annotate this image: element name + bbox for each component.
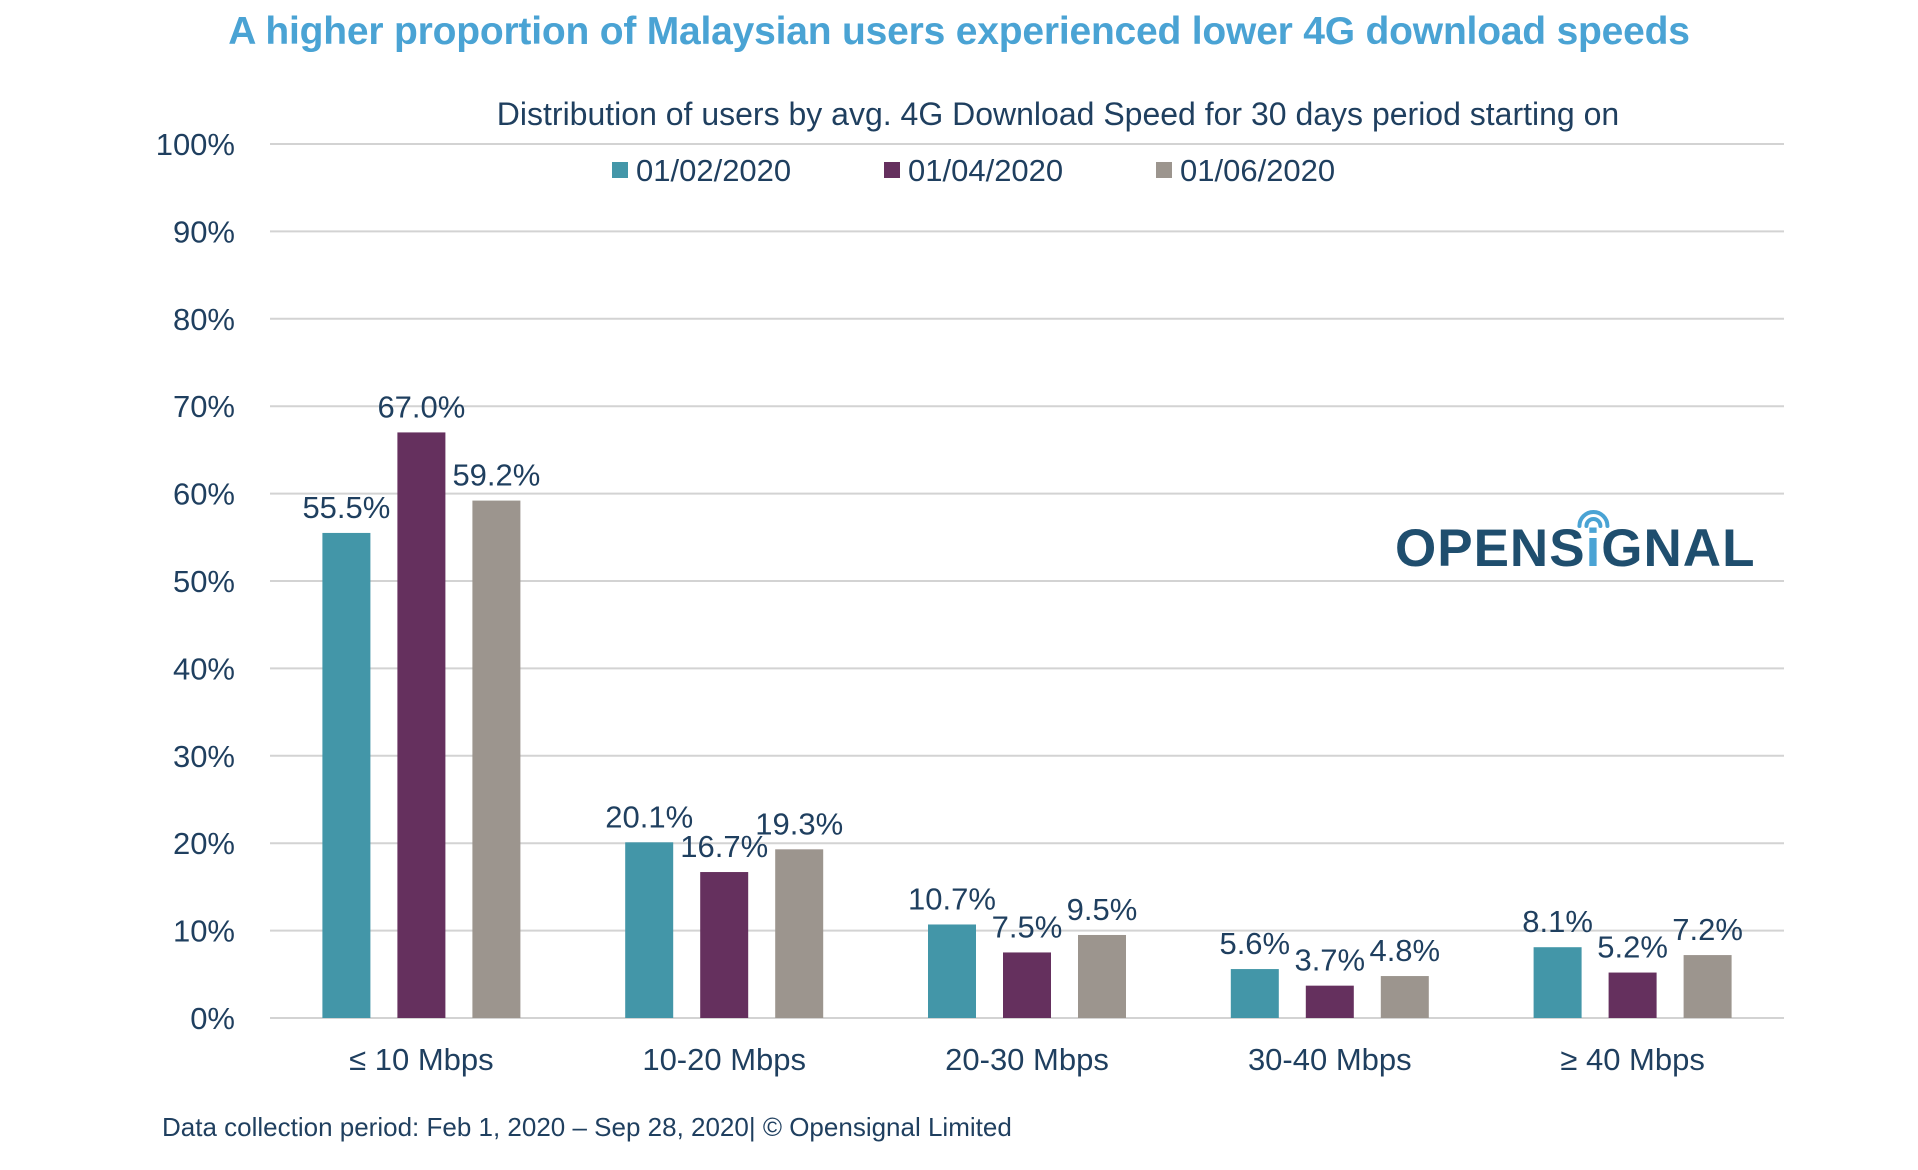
legend-swatch xyxy=(612,162,628,178)
y-tick-label: 10% xyxy=(173,914,235,949)
y-tick-label: 60% xyxy=(173,477,235,512)
data-label: 3.7% xyxy=(1294,943,1365,978)
gridlines xyxy=(270,143,1784,1019)
data-label: 5.2% xyxy=(1597,930,1668,965)
bar xyxy=(625,842,674,1018)
data-label: 7.2% xyxy=(1672,912,1743,947)
data-label: 7.5% xyxy=(992,909,1063,944)
bar xyxy=(1380,976,1429,1018)
y-tick-label: 0% xyxy=(190,1001,235,1036)
opensignal-logo: OPENSiGNAL xyxy=(1395,500,1775,580)
bar xyxy=(1230,969,1279,1018)
y-axis: 0% 10% 20% 30% 40% 50% 60% 70% 80% 90% 100% xyxy=(156,127,235,1036)
signal-arc-inner xyxy=(1584,517,1603,528)
y-tick-label: 100% xyxy=(156,127,235,162)
x-axis: ≤ 10 Mbps 10-20 Mbps 20-30 Mbps 30-40 Mbps ≥… xyxy=(349,1042,1705,1077)
y-tick-label: 20% xyxy=(173,826,235,861)
logo-text-end: GNAL xyxy=(1601,519,1755,578)
data-label: 4.8% xyxy=(1369,933,1440,968)
bar xyxy=(1533,947,1582,1018)
x-tick-label: 30-40 Mbps xyxy=(1248,1042,1412,1077)
x-tick-label: ≥ 40 Mbps xyxy=(1560,1042,1705,1077)
y-tick-label: 50% xyxy=(173,564,235,599)
legend-label: 01/04/2020 xyxy=(908,153,1063,188)
bar xyxy=(472,500,521,1018)
x-tick-label: 20-30 Mbps xyxy=(945,1042,1109,1077)
signal-arc-outer xyxy=(1577,510,1610,528)
y-tick-label: 90% xyxy=(173,214,235,249)
data-label: 19.3% xyxy=(755,806,843,841)
legend-swatch xyxy=(884,162,900,178)
bar xyxy=(1078,934,1126,1018)
bar xyxy=(1305,985,1354,1018)
data-label: 59.2% xyxy=(452,458,540,493)
legend-swatch xyxy=(1156,162,1172,178)
y-tick-label: 40% xyxy=(173,651,235,686)
data-label: 67.0% xyxy=(377,389,465,424)
bar xyxy=(1003,952,1051,1018)
y-tick-label: 80% xyxy=(173,302,235,337)
legend-label: 01/02/2020 xyxy=(636,153,791,188)
bar xyxy=(775,849,824,1018)
logo-i: i xyxy=(1586,519,1602,578)
data-label: 5.6% xyxy=(1219,926,1290,961)
x-tick-label: 10-20 Mbps xyxy=(642,1042,806,1077)
bar xyxy=(397,432,446,1018)
data-label: 20.1% xyxy=(605,799,693,834)
data-label: 16.7% xyxy=(680,829,768,864)
data-label: 8.1% xyxy=(1522,904,1593,939)
x-tick-label: ≤ 10 Mbps xyxy=(349,1042,494,1077)
page-title: A higher proportion of Malaysian users e… xyxy=(228,10,1690,53)
y-tick-label: 30% xyxy=(173,739,235,774)
bar xyxy=(1608,972,1657,1018)
data-label: 9.5% xyxy=(1067,892,1138,927)
legend-label: 01/06/2020 xyxy=(1180,153,1335,188)
bar xyxy=(1683,955,1732,1018)
legend: 01/02/2020 01/04/2020 01/06/2020 xyxy=(612,153,1335,188)
bar xyxy=(700,872,749,1018)
bar xyxy=(322,532,371,1018)
footer-note: Data collection period: Feb 1, 2020 – Se… xyxy=(162,1112,1012,1142)
y-tick-label: 70% xyxy=(173,389,235,424)
logo-text: OPENS xyxy=(1395,519,1586,578)
bars: 55.5% 67.0% 59.2% 20.1%16.7%19.3% 10.7%7.5% 9… xyxy=(302,389,1743,1018)
bar xyxy=(928,924,976,1018)
svg-text:OPENSiGNAL: OPENSiGNAL xyxy=(1395,519,1755,578)
data-label: 55.5% xyxy=(302,490,390,525)
data-label: 10.7% xyxy=(908,881,996,916)
signal-icon xyxy=(1577,510,1610,528)
chart-subtitle: Distribution of users by avg. 4G Downloa… xyxy=(497,96,1619,132)
